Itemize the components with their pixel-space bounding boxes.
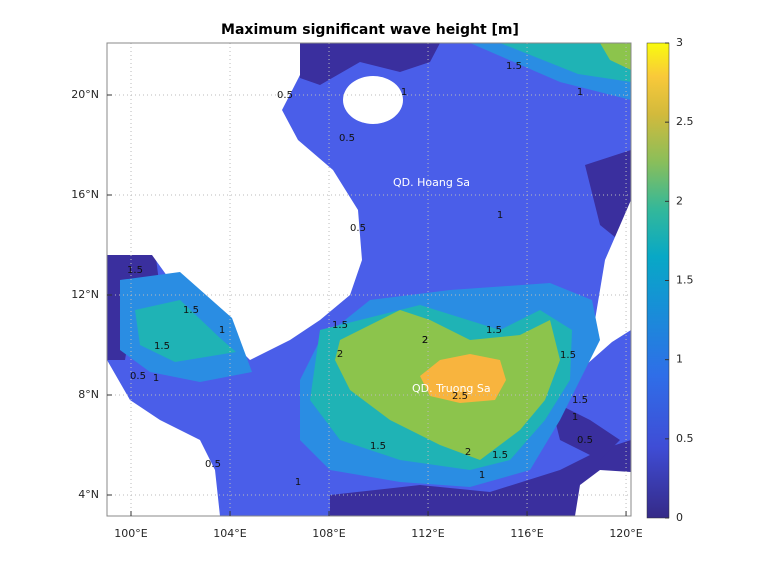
x-tick-label: 108°E — [312, 527, 345, 540]
contour-label: 2 — [422, 335, 428, 346]
colorbar-tick-label: 2 — [676, 194, 683, 207]
contour-label: 0.5 — [339, 133, 355, 144]
contour-label: 1.5 — [154, 341, 170, 352]
contour-label: 1 — [153, 373, 159, 384]
grid — [107, 43, 631, 516]
x-tick-label: 104°E — [213, 527, 246, 540]
contour-label: 1.5 — [183, 305, 199, 316]
x-tick-label: 100°E — [114, 527, 147, 540]
chart-title: Maximum significant wave height [m] — [221, 22, 519, 38]
contour-label: 2 — [465, 447, 471, 458]
annotation: QD. Hoang Sa — [393, 176, 470, 189]
x-tick-label: 116°E — [510, 527, 543, 540]
contour-label: 2.5 — [452, 391, 468, 402]
contour-label: 1 — [401, 87, 407, 98]
contour-label: 1.5 — [560, 350, 576, 361]
level-1.5-2 — [135, 300, 236, 362]
contour-label: 1 — [572, 412, 578, 423]
contour-label: 0.5 — [277, 90, 293, 101]
annotation: QD. Truong Sa — [412, 382, 491, 395]
colorbar-tick-label: 0 — [676, 511, 683, 524]
x-tick-label: 120°E — [609, 527, 642, 540]
contour-label: 1 — [219, 325, 225, 336]
plot-frame — [106, 42, 632, 517]
contour-label: 1 — [497, 210, 503, 221]
y-tick-label: 8°N — [78, 388, 99, 401]
colorbar-tick-label: 3 — [676, 36, 683, 49]
land — [575, 470, 631, 516]
contour-label: 1.5 — [332, 320, 348, 331]
contour-label: 0.5 — [130, 371, 146, 382]
low-zone — [550, 400, 620, 460]
level-1.5-2 — [500, 43, 631, 82]
x-tick-label: 112°E — [411, 527, 444, 540]
contour-label: 1.5 — [506, 61, 522, 72]
contour-label: 1 — [295, 477, 301, 488]
contour-label: 1.5 — [370, 441, 386, 452]
land — [107, 360, 220, 516]
y-tick-label: 20°N — [71, 88, 99, 101]
low-zone — [585, 150, 631, 250]
level-2-2.5 — [600, 43, 631, 70]
level-2.5-3 — [420, 354, 506, 403]
contour-label: 1.5 — [127, 265, 143, 276]
colorbar-tick-label: 1.5 — [676, 274, 694, 287]
contour-label: 0.5 — [350, 223, 366, 234]
contour-label: 1.5 — [572, 395, 588, 406]
contour-label: 1 — [577, 87, 583, 98]
colorbar-tick-label: 2.5 — [676, 115, 694, 128]
contour-label: 1 — [479, 470, 485, 481]
low-zone — [295, 43, 440, 85]
contour-label: 1.5 — [486, 325, 502, 336]
y-tick-label: 4°N — [78, 488, 99, 501]
low-zone — [330, 440, 631, 516]
colorbar-tick-label: 1 — [676, 353, 683, 366]
y-tick-label: 16°N — [71, 188, 99, 201]
contour-label: 2 — [337, 349, 343, 360]
contour-label: 0.5 — [577, 435, 593, 446]
land — [343, 76, 403, 124]
colorbar-tick-label: 0.5 — [676, 432, 694, 445]
contour-label: 1.5 — [492, 450, 508, 461]
map-layers — [107, 43, 631, 516]
contour-label: 0.5 — [205, 459, 221, 470]
contour-label: 2 — [422, 335, 428, 346]
y-tick-label: 12°N — [71, 288, 99, 301]
